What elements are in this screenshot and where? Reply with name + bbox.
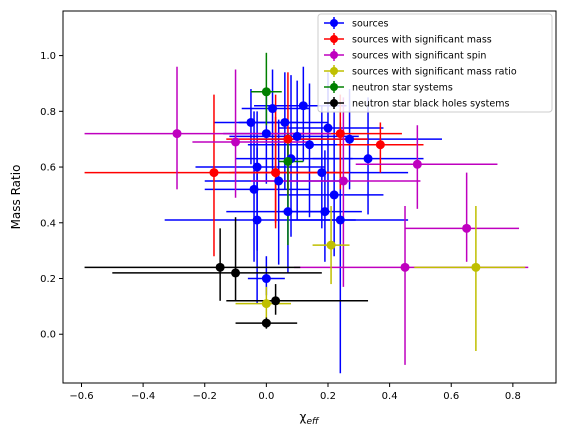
y-tick-label: 1.0 [40,51,56,62]
data-point [345,134,355,144]
data-point [249,184,259,194]
y-axis-label: Mass Ratio [9,165,23,230]
x-tick-label: 0.0 [258,391,274,402]
x-tick-label: −0.6 [69,391,93,402]
y-tick-label: 0.8 [40,107,56,118]
data-point [471,262,481,272]
data-point [335,129,345,139]
x-tick-label: 0.8 [505,391,521,402]
data-point [252,215,262,225]
data-point [375,140,385,150]
data-point [283,156,293,166]
data-point [271,168,281,178]
data-point [274,176,284,186]
x-tick-label: 0.6 [443,391,459,402]
x-axis-label: χeff [300,410,320,427]
data-point [261,129,271,139]
legend-swatch-marker [330,35,338,43]
y-tick-label: 0.4 [40,218,56,229]
data-point [462,223,472,233]
data-point [283,207,293,217]
data-point [335,215,345,225]
data-point [172,129,182,139]
data-point [268,104,278,114]
y-tick-label: 0.6 [40,163,56,174]
legend-swatch-marker [330,67,338,75]
data-point [252,162,262,172]
y-axis: 0.0 0.2 0.4 0.6 0.8 1.0 [40,51,63,341]
legend-swatch-marker [330,51,338,59]
data-markers [172,87,481,328]
data-point [246,117,256,127]
x-tick-label: 0.4 [382,391,398,402]
data-point [261,87,271,97]
plot-frame [62,10,557,384]
y-tick-label: 0.0 [40,330,56,341]
legend-entry-label: sources with significant mass [352,35,492,46]
legend-entry-label: sources [352,19,389,30]
legend-box [317,13,553,113]
data-point [317,168,327,178]
x-tick-label: 0.2 [320,391,336,402]
data-point [326,240,336,250]
data-point [400,262,410,272]
data-point [329,190,339,200]
x-tick-label: −0.2 [193,391,217,402]
data-point [298,101,308,111]
legend-swatch-marker [330,83,338,91]
data-point [283,134,293,144]
legend-entry-label: neutron star black holes systems [352,99,509,110]
legend-entry-label: sources with significant spin [352,51,486,62]
data-point [305,140,314,150]
data-point [292,131,302,141]
legend: sources sources with significant mass sour… [317,13,553,113]
data-point [231,137,241,147]
legend-entry-label: neutron star systems [352,83,453,94]
legend-swatch-marker [330,19,338,27]
y-tick-label: 0.2 [40,274,56,285]
data-point [271,296,281,306]
data-point [320,207,330,217]
data-point [261,318,271,328]
data-point [363,154,373,164]
legend-swatch-marker [330,99,338,107]
data-point [338,176,348,186]
data-point [412,159,422,169]
legend-entry-label: sources with significant mass ratio [352,67,517,78]
data-point [261,274,271,284]
data-point [231,268,241,278]
data-point [323,123,333,133]
data-point [261,299,271,309]
data-point [209,168,219,178]
x-tick-label: −0.4 [131,391,155,402]
data-point [215,262,225,272]
x-axis: −0.6 −0.4 −0.2 0.0 0.2 0.4 0.6 0.8 [69,383,521,402]
data-point [280,117,290,127]
